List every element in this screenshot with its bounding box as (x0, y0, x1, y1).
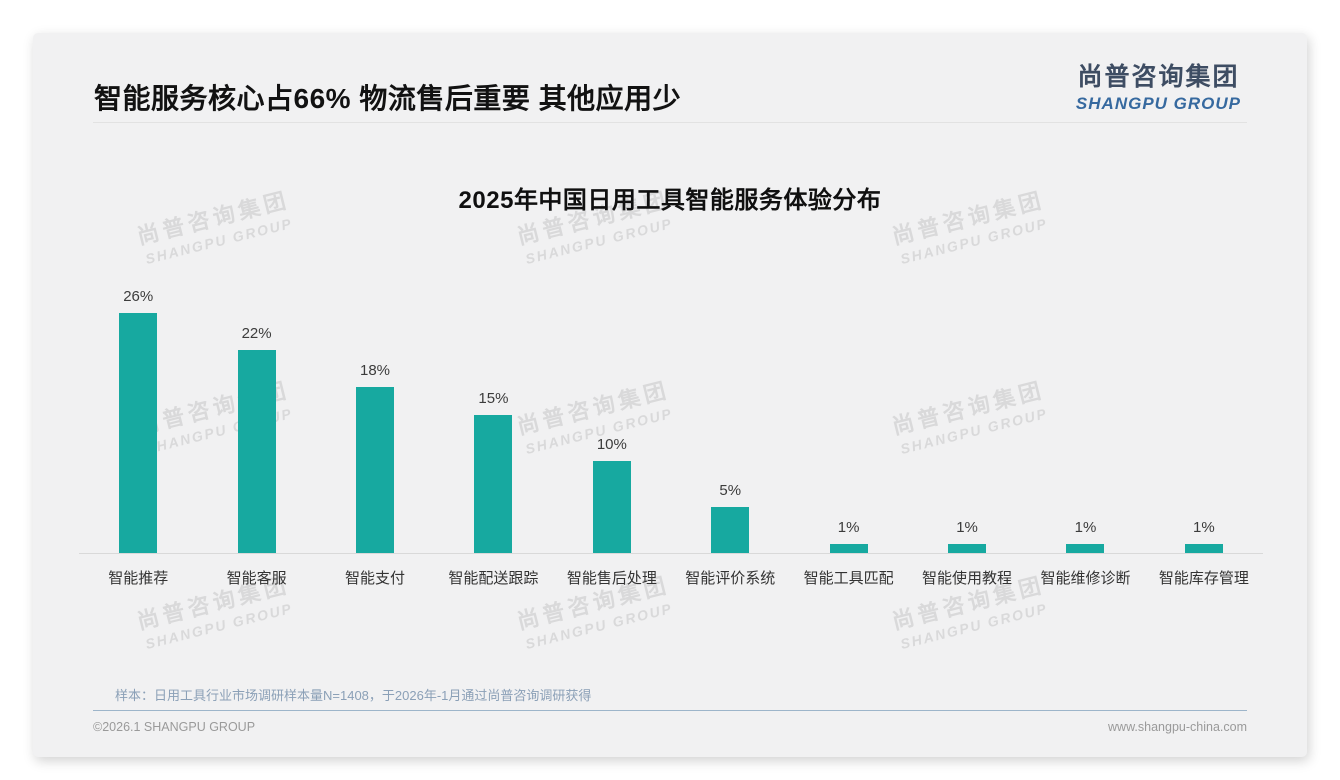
bar (592, 460, 631, 553)
bar-category-label: 智能工具匹配 (803, 570, 894, 587)
bar-value-label: 15% (478, 389, 509, 407)
bar-value-label: 22% (241, 324, 272, 342)
page-title: 智能服务核心占66% 物流售后重要 其他应用少 (94, 83, 682, 114)
bar-column: 1% 智能使用教程 (908, 273, 1026, 587)
company-logo: 尚普咨询集团 SHANGPU GROUP (1076, 57, 1241, 114)
bar-value-label: 1% (837, 518, 860, 536)
bar-category-label: 智能售后处理 (566, 570, 657, 587)
bar (356, 386, 395, 553)
bar-column: 5% 智能评价系统 (671, 273, 789, 587)
sample-note: 样本：日用工具行业市场调研样本量N=1408，于2026年-1月通过尚普咨询调研… (115, 688, 592, 703)
logo-english-text: SHANGPU GROUP (1075, 94, 1241, 113)
bar-value-label: 1% (956, 518, 978, 536)
footer-row: ©2026.1 SHANGPU GROUP www.shangpu-china.… (93, 720, 1247, 734)
bar (1184, 543, 1223, 553)
bar-column: 1% 智能维修诊断 (1026, 273, 1144, 587)
bar-category-label: 智能使用教程 (922, 570, 1013, 587)
bar-value-label: 1% (1074, 518, 1097, 536)
bar-category-label: 智能库存管理 (1158, 570, 1249, 587)
bar-column: 1% 智能工具匹配 (789, 273, 907, 587)
bar-column: 10% 智能售后处理 (553, 273, 671, 587)
bar-category-label: 智能推荐 (108, 570, 169, 587)
bar-value-label: 5% (719, 481, 742, 499)
logo-chinese-text: 尚普咨询集团 (1077, 63, 1240, 91)
bar-category-label: 智能支付 (345, 570, 406, 587)
bar-category-label: 智能客服 (226, 570, 287, 587)
bar-category-label: 智能配送跟踪 (448, 570, 539, 587)
bar-value-label: 26% (123, 288, 154, 306)
bar-column: 26% 智能推荐 (79, 273, 197, 587)
copyright-text: ©2026.1 SHANGPU GROUP (93, 720, 256, 734)
footer-divider (93, 710, 1247, 711)
bar-column: 22% 智能客服 (197, 273, 315, 587)
bar-column: 18% 智能支付 (316, 273, 434, 587)
slide-content: 智能服务核心占66% 物流售后重要 其他应用少 尚普咨询集团 SHANGPU G… (33, 33, 1307, 757)
bar-column: 15% 智能配送跟踪 (434, 273, 552, 587)
bar (711, 506, 750, 553)
bar (948, 543, 987, 553)
bar (237, 349, 276, 553)
slide-card: 尚普咨询集团 SHANGPU GROUP 尚普咨询集团 SHANGPU GROUP 尚普… (33, 33, 1307, 757)
bar (829, 543, 868, 553)
bar (474, 414, 513, 553)
bar-category-label: 智能维修诊断 (1040, 570, 1131, 587)
website-text: www.shangpu-china.com (1108, 720, 1247, 734)
header-divider (93, 122, 1247, 123)
x-axis-line (79, 553, 1263, 554)
bar-column: 1% 智能库存管理 (1145, 273, 1263, 587)
bar-chart: 26% 智能推荐 22% 智能客服 18% 智能支付 15% 智能配送跟踪 10% 智能售后处理 5… (79, 273, 1263, 587)
bar-value-label: 18% (360, 361, 391, 379)
bar-value-label: 1% (1193, 518, 1215, 536)
chart-title: 2025年中国日用工具智能服务体验分布 (458, 187, 882, 214)
bar (1066, 543, 1105, 553)
bar-category-label: 智能评价系统 (685, 570, 776, 587)
bar (119, 313, 158, 553)
bar-value-label: 10% (596, 435, 627, 453)
